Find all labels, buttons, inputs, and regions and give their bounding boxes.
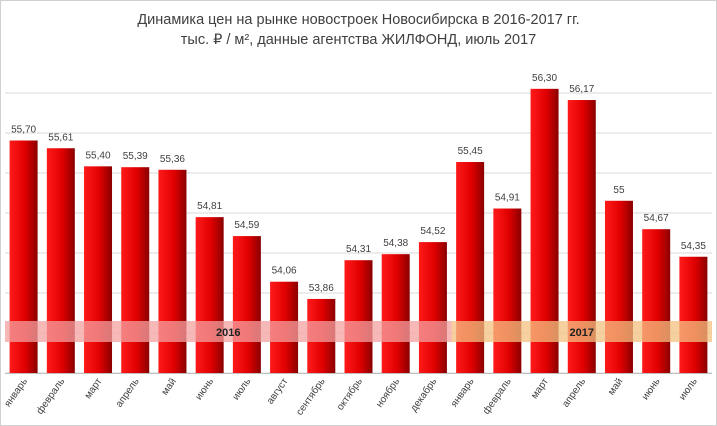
- data-label: 56,17: [569, 84, 594, 95]
- data-label: 53,86: [309, 283, 334, 294]
- bar: [232, 236, 261, 373]
- bar: [121, 167, 150, 373]
- bar: [493, 208, 522, 373]
- data-label: 55,45: [458, 146, 483, 157]
- x-tick-label: апрель: [114, 376, 142, 409]
- x-tick-label: июнь: [193, 376, 216, 402]
- x-tick-label: январь: [2, 376, 30, 409]
- x-tick-label: январь: [449, 376, 477, 409]
- x-tick-label: май: [160, 376, 179, 397]
- x-tick-label: февраль: [34, 376, 68, 417]
- data-label: 54,06: [272, 266, 297, 277]
- data-label: 54,31: [346, 244, 371, 255]
- x-tick-label: март: [529, 376, 551, 401]
- bar: [195, 217, 224, 373]
- x-tick-label: март: [83, 376, 105, 401]
- x-tick-label: февраль: [480, 376, 514, 417]
- x-tick-label: сентябрь: [293, 376, 327, 418]
- bar: [344, 260, 373, 373]
- data-label: 55,40: [86, 150, 111, 161]
- bar: [381, 254, 410, 373]
- x-tick-label: декабрь: [408, 376, 440, 414]
- year-band: [451, 321, 712, 342]
- chart-title: Динамика цен на рынке новостроек Новосиб…: [137, 12, 580, 28]
- data-label: 55,36: [160, 154, 185, 165]
- x-tick-label: август: [265, 376, 291, 406]
- x-tick-label: июнь: [640, 376, 663, 402]
- bar: [158, 169, 187, 373]
- x-tick-label: май: [606, 376, 625, 397]
- year-label: 2017: [570, 327, 594, 339]
- data-label: 54,35: [681, 241, 706, 252]
- year-label: 2016: [216, 327, 240, 339]
- data-label: 54,91: [495, 193, 520, 204]
- bar: [679, 256, 708, 373]
- year-band: [5, 321, 452, 342]
- data-label: 56,30: [532, 73, 557, 84]
- data-label: 55,61: [48, 132, 73, 143]
- bar: [604, 200, 633, 373]
- x-tick-label: июль: [677, 376, 700, 402]
- data-label: 54,67: [644, 213, 669, 224]
- data-label: 55: [613, 185, 625, 196]
- data-label: 55,70: [11, 125, 36, 136]
- bar: [418, 242, 447, 373]
- x-tick-label: ноябрь: [373, 376, 402, 410]
- data-label: 54,59: [234, 220, 259, 231]
- x-tick-label: октябрь: [334, 376, 365, 413]
- data-label: 54,52: [420, 226, 445, 237]
- chart-subtitle: тыс. ₽ / м², данные агентства ЖИЛФОНД, и…: [180, 32, 537, 48]
- data-label: 55,39: [123, 151, 148, 162]
- bar: [642, 229, 671, 373]
- x-tick-label: апрель: [560, 376, 588, 409]
- data-label: 54,38: [383, 238, 408, 249]
- data-label: 54,81: [197, 201, 222, 212]
- x-tick-label: июль: [231, 376, 254, 402]
